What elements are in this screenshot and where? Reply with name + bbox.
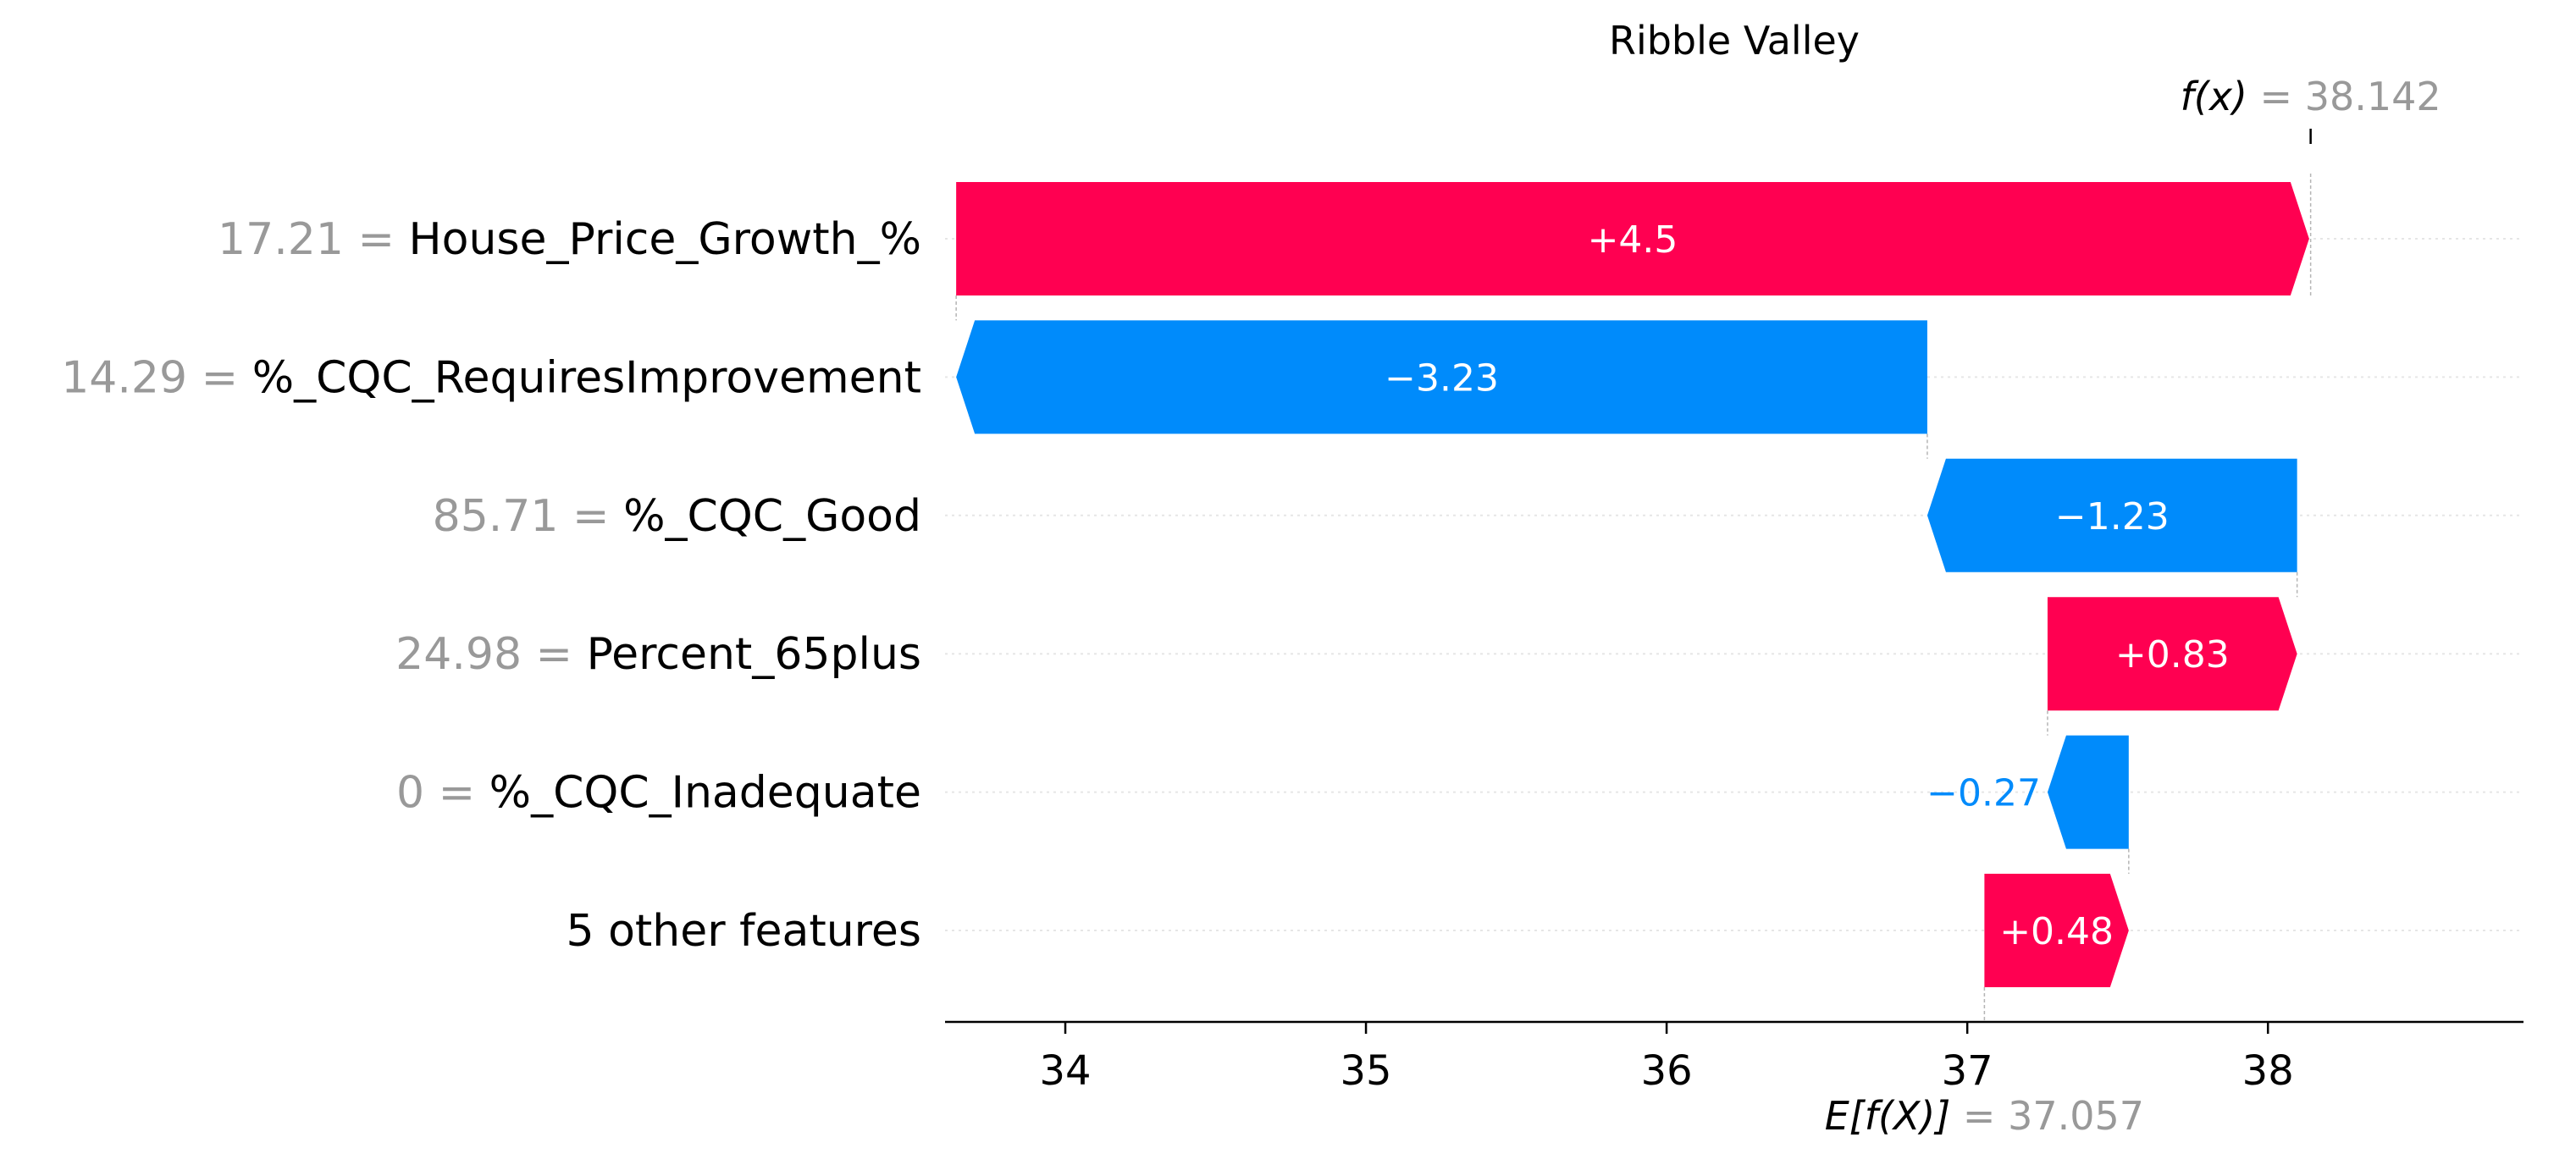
bar-positive <box>1984 874 2129 987</box>
feature-label: 17.21 = House_Price_Growth_% <box>218 214 921 265</box>
bar-negative <box>956 320 1927 434</box>
x-tick-label: 35 <box>1341 1047 1392 1095</box>
connector-lines <box>955 174 2312 1022</box>
bar-negative <box>1926 458 2297 572</box>
bar-value-label: −1.23 <box>2055 495 2170 538</box>
annotations: f(x) = 38.142 E[f(X)] = 37.057 <box>1825 74 2441 1139</box>
output-value-annotation: f(x) = 38.142 <box>2181 74 2441 119</box>
bar-value-label: −0.27 <box>1926 772 2041 815</box>
bar-negative <box>2047 735 2129 849</box>
bar-positive <box>956 182 2309 295</box>
feature-labels: 17.21 = House_Price_Growth_% 14.29 = %_CQ… <box>61 214 921 957</box>
x-tick-label: 38 <box>2242 1047 2294 1095</box>
feature-label: 24.98 = Percent_65plus <box>395 629 921 680</box>
bar-value-label: +0.83 <box>2115 633 2230 676</box>
bar-value-label: +4.5 <box>1588 218 1678 262</box>
x-tick-label: 36 <box>1641 1047 1693 1095</box>
bar-positive <box>2047 597 2297 711</box>
bar-value-label: +0.48 <box>1999 910 2114 953</box>
feature-label: 85.71 = %_CQC_Good <box>433 491 921 542</box>
chart-title: Ribble Valley <box>1609 18 1860 63</box>
bar-value-label: −3.23 <box>1385 356 1499 400</box>
feature-label: 5 other features <box>566 906 921 957</box>
bars: +4.5 −3.23 −1.23 +0.83 −0.27 +0.48 <box>956 182 2309 987</box>
x-tick-label: 34 <box>1039 1047 1091 1095</box>
feature-label: 14.29 = %_CQC_RequiresImprovement <box>61 352 921 403</box>
x-axis: 34 35 36 37 38 <box>945 129 2523 1095</box>
base-value-annotation: E[f(X)] = 37.057 <box>1825 1093 2144 1139</box>
x-tick-label: 37 <box>1942 1047 1993 1095</box>
feature-label: 0 = %_CQC_Inadequate <box>396 768 921 819</box>
